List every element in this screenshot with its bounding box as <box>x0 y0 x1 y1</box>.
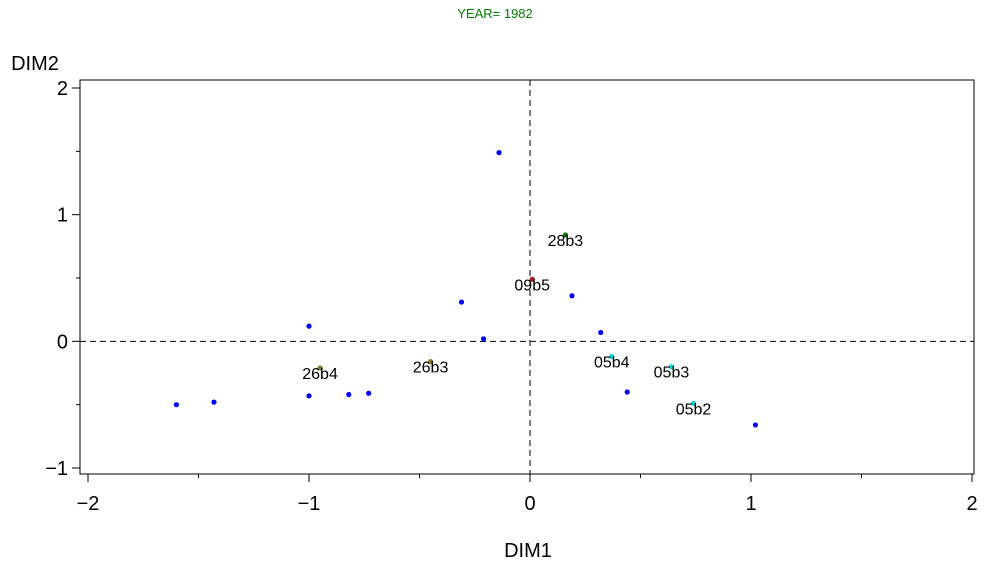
point-label: 05b4 <box>594 355 630 372</box>
x-axis-label: DIM1 <box>504 540 552 562</box>
point-label: 09b5 <box>514 277 550 294</box>
y-tick-label: −1 <box>45 458 68 480</box>
data-point <box>752 422 759 428</box>
data-point <box>366 390 372 396</box>
data-point <box>346 391 352 398</box>
y-axis-ticks: −1 0 1 2 <box>45 78 80 480</box>
x-tick-label: 0 <box>524 493 535 515</box>
point-label: 28b3 <box>548 233 584 250</box>
point-label: 26b4 <box>302 366 338 383</box>
data-point <box>562 232 568 238</box>
data-point <box>480 336 487 342</box>
data-point <box>529 276 535 282</box>
data-point <box>496 150 502 156</box>
data-point <box>668 364 675 370</box>
plot-frame <box>79 79 975 475</box>
x-tick-label: 2 <box>966 493 977 515</box>
x-tick-label: 1 <box>745 493 756 515</box>
point-label: 05b3 <box>654 365 690 382</box>
data-point <box>609 353 615 360</box>
y-tick-label: 1 <box>57 205 68 227</box>
point-labels: 26b4 26b3 09b5 28b3 05b4 05b3 05b2 <box>302 233 711 418</box>
chart-title: YEAR= 1982 <box>457 6 533 21</box>
data-point <box>317 365 323 371</box>
data-point <box>569 293 575 299</box>
data-point <box>173 402 179 408</box>
data-point <box>690 400 697 406</box>
point-label: 26b3 <box>413 360 449 377</box>
y-axis-label: DIM2 <box>11 53 59 75</box>
y-tick-label: 2 <box>57 78 68 100</box>
data-point <box>211 399 217 405</box>
data-point <box>458 299 465 305</box>
data-point <box>306 393 312 399</box>
data-point <box>306 323 312 329</box>
data-points <box>173 150 759 428</box>
data-point <box>624 389 630 395</box>
x-axis-ticks: −2 −1 0 1 2 <box>77 474 978 515</box>
point-label: 05b2 <box>676 401 712 418</box>
y-tick-label: 0 <box>57 331 68 353</box>
x-tick-label: −2 <box>77 493 100 515</box>
reference-lines <box>80 80 974 474</box>
data-point <box>427 359 434 365</box>
x-tick-label: −1 <box>298 493 321 515</box>
data-point <box>598 329 604 336</box>
